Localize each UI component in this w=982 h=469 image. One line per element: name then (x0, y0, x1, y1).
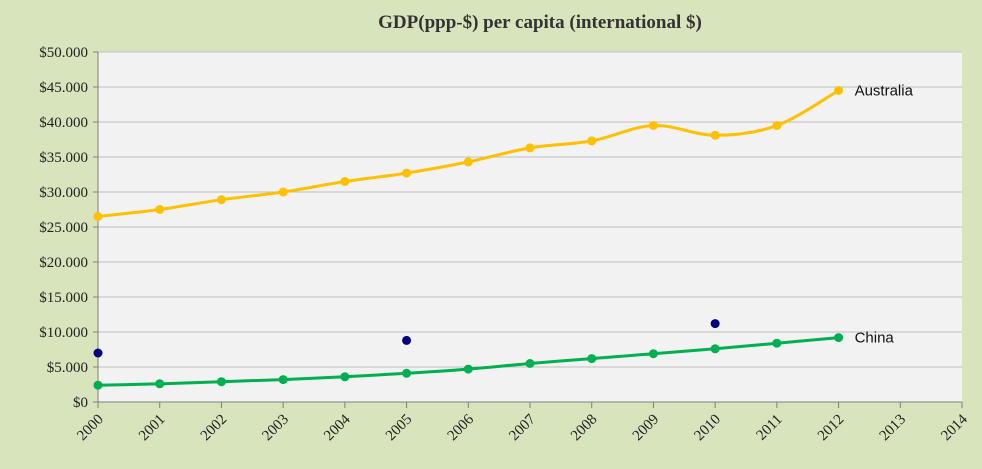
y-tick-label: $45.000 (39, 80, 88, 96)
data-point-australia (834, 86, 844, 95)
y-tick-label: $0 (73, 395, 88, 411)
x-tick-label: 2005 (383, 412, 416, 445)
x-tick-label: 2011 (754, 412, 786, 444)
y-tick-label: $10.000 (39, 325, 88, 341)
data-point-china (834, 333, 844, 343)
y-tick-label: $5.000 (47, 360, 88, 376)
x-tick-label: 2014 (938, 411, 971, 444)
data-point-australia (216, 195, 226, 205)
x-tick-label: 2001 (136, 412, 169, 445)
series (93, 86, 844, 390)
data-point-unlabeled-2 (93, 348, 103, 358)
x-tick-label: 2004 (321, 411, 354, 444)
data-point-australia (648, 121, 658, 130)
series-label-australia: Australia (855, 83, 914, 100)
x-tick-label: 2013 (877, 412, 910, 445)
data-point-china (216, 377, 226, 387)
data-point-china (648, 349, 658, 359)
data-point-australia (587, 136, 597, 146)
data-point-australia (93, 212, 103, 221)
x-tick-label: 2000 (74, 412, 107, 445)
series-label-china: China (855, 330, 895, 347)
y-tick-label: $35.000 (39, 150, 88, 166)
data-point-australia (155, 205, 165, 214)
chart-title: GDP(ppp-$) per capita (international $) (378, 12, 702, 33)
data-point-australia (710, 130, 720, 140)
data-point-australia (463, 157, 473, 167)
labels: Australia China (855, 83, 914, 347)
y-tick-label: $30.000 (39, 185, 88, 201)
x-tick-label: 2006 (445, 411, 478, 444)
data-point-china (278, 375, 288, 385)
x-tick-label: 2012 (815, 412, 848, 445)
y-tick-label: $50.000 (39, 45, 88, 61)
data-point-china (463, 364, 473, 374)
y-tick-label: $40.000 (39, 115, 88, 131)
data-point-china (155, 379, 165, 389)
y-tick-label: $20.000 (39, 255, 88, 271)
data-point-australia (340, 177, 350, 186)
x-tick-label: 2003 (259, 412, 292, 445)
y-tick-label: $15.000 (39, 290, 88, 306)
data-point-china (402, 368, 412, 378)
data-point-china (710, 344, 720, 354)
x-tick-label: 2009 (630, 412, 663, 445)
data-point-china (93, 380, 103, 390)
data-point-australia (772, 121, 782, 130)
y-tick-label: $25.000 (39, 220, 88, 236)
data-point-china (340, 372, 350, 382)
data-point-australia (402, 168, 412, 178)
data-point-china (772, 338, 782, 348)
data-point-unlabeled-2 (710, 319, 720, 329)
data-point-australia (525, 143, 535, 153)
x-tick-label: 2002 (198, 412, 231, 445)
data-point-australia (278, 187, 288, 197)
x-tick-label: 2007 (506, 411, 539, 444)
x-tick-label: 2008 (568, 412, 601, 445)
x-tick-label: 2010 (691, 412, 724, 445)
data-point-unlabeled-2 (402, 335, 412, 345)
data-point-china (525, 359, 535, 368)
data-point-china (587, 354, 597, 364)
